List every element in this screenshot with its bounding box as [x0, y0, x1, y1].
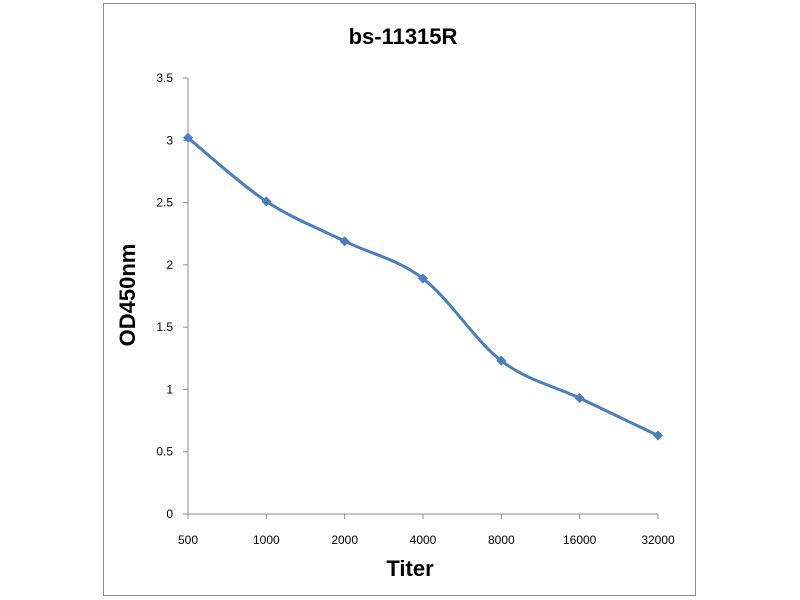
y-tick-label: 0.5 — [156, 445, 173, 459]
data-point — [183, 132, 193, 143]
x-tick-label: 32000 — [641, 533, 675, 547]
x-tick-label: 2000 — [331, 533, 358, 547]
data-point — [339, 236, 350, 247]
x-tick-label: 8000 — [488, 533, 515, 547]
x-tick-label: 1000 — [253, 533, 280, 547]
y-tick-label: 2 — [166, 258, 173, 272]
x-tick-label: 4000 — [410, 533, 437, 547]
chart-title: bs-11315R — [349, 24, 458, 49]
series-layer — [183, 132, 663, 441]
data-point — [261, 196, 272, 207]
data-point — [418, 273, 428, 284]
y-tick-label: 2.5 — [156, 196, 173, 210]
x-tick-label: 16000 — [563, 533, 597, 547]
x-tick-label: 500 — [178, 533, 198, 547]
data-point — [653, 430, 663, 441]
y-tick-label: 3 — [166, 133, 173, 147]
chart-frame — [103, 3, 696, 596]
y-tick-label: 0 — [166, 507, 173, 521]
y-tick-label: 1.5 — [156, 320, 173, 334]
x-axis-label: Titer — [386, 556, 434, 581]
y-tick-label: 3.5 — [156, 71, 173, 85]
series-line — [187, 136, 659, 437]
y-axis-label: OD450nm — [115, 244, 140, 347]
x-axis-ticks: 500 1000 2000 4000 8000 16000 32000 — [178, 514, 675, 547]
y-tick-label: 1 — [166, 382, 173, 396]
data-point — [574, 393, 585, 404]
y-axis-ticks: 0 0.5 1 1.5 2 2.5 3 3.5 — [156, 71, 188, 521]
data-point — [496, 355, 507, 366]
